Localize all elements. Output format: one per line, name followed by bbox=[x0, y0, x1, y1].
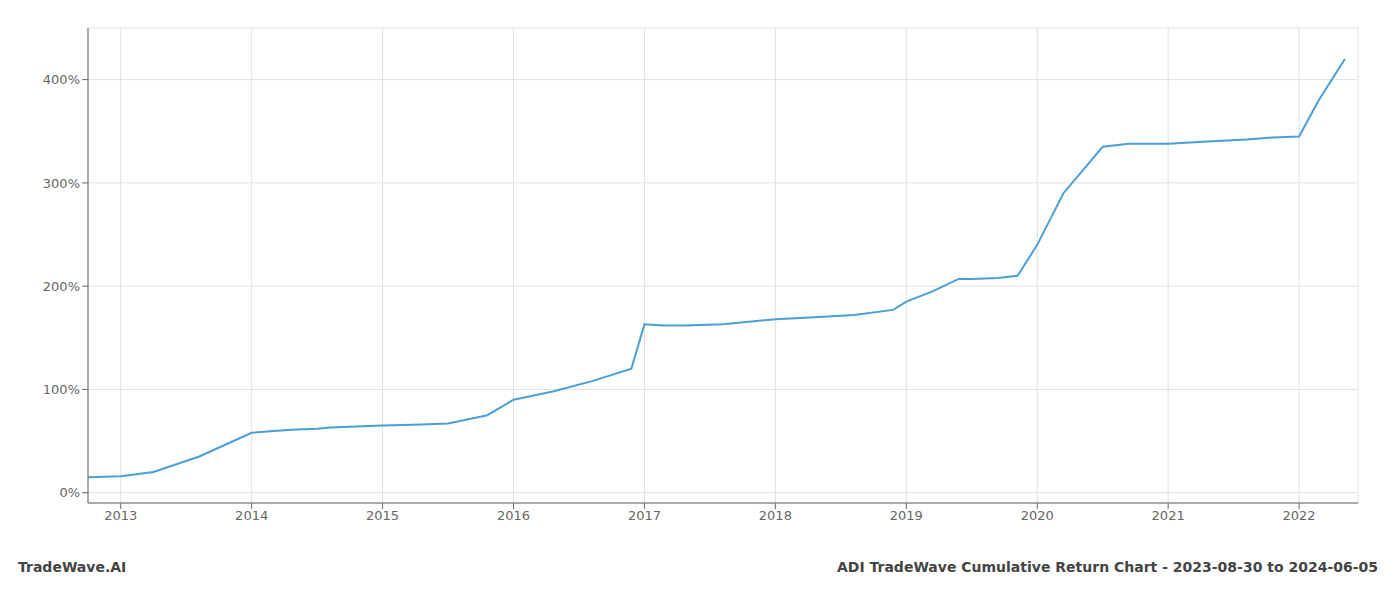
svg-text:300%: 300% bbox=[43, 176, 80, 191]
svg-text:2022: 2022 bbox=[1283, 508, 1316, 523]
svg-text:2013: 2013 bbox=[104, 508, 137, 523]
svg-text:2021: 2021 bbox=[1152, 508, 1185, 523]
svg-text:200%: 200% bbox=[43, 279, 80, 294]
svg-text:2016: 2016 bbox=[497, 508, 530, 523]
svg-text:0%: 0% bbox=[59, 485, 80, 500]
svg-text:2018: 2018 bbox=[759, 508, 792, 523]
svg-text:2014: 2014 bbox=[235, 508, 268, 523]
svg-text:400%: 400% bbox=[43, 72, 80, 87]
svg-text:2017: 2017 bbox=[628, 508, 661, 523]
svg-text:100%: 100% bbox=[43, 382, 80, 397]
svg-text:2015: 2015 bbox=[366, 508, 399, 523]
svg-text:2020: 2020 bbox=[1021, 508, 1054, 523]
html-text:TradeWave.AI: TradeWave.AI bbox=[18, 559, 127, 575]
html-text:ADI TradeWave Cumulative Retur: ADI TradeWave Cumulative Return Chart - … bbox=[837, 559, 1378, 575]
svg-text:2019: 2019 bbox=[890, 508, 923, 523]
